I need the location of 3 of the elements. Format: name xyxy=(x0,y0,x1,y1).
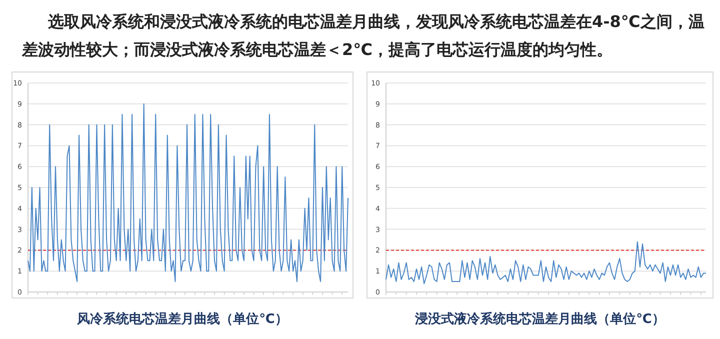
text: 选取风冷系统和浸没式液冷系统的电芯温差月曲线，发现风冷系统电芯温差在4-8℃之间，温差波动性较大；而浸没式液冷系统电芯温差＜2℃，提高了电芯运行温度的均匀性。 xyxy=(22,11,706,61)
text: 风冷系统电芯温差月曲线（单位℃） xyxy=(76,311,288,327)
text: 浸没式液冷系统电芯温差月曲线（单位℃） xyxy=(414,311,665,327)
